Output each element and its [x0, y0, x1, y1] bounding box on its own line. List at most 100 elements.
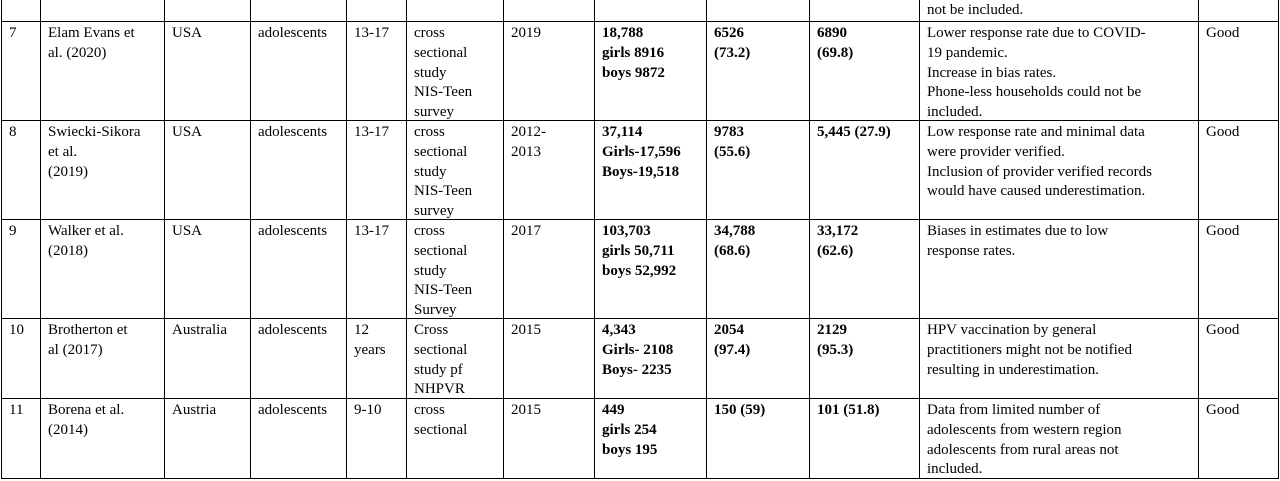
- cell-text: (2019): [48, 163, 88, 180]
- table-cell: not be included.: [919, 0, 1199, 22]
- table-cell: 33,172 (62.6): [809, 219, 920, 319]
- cell-text: adolescents: [258, 124, 328, 140]
- cell-text: USA: [172, 223, 203, 239]
- cell-text: 19 pandemic.: [927, 44, 1008, 61]
- cell-text: 13-17: [354, 124, 389, 140]
- table-cell: Good: [1198, 120, 1279, 220]
- cell-text: were provider verified.: [927, 143, 1065, 160]
- cell-text: cross: [414, 124, 445, 140]
- cell-text: boys 9872: [602, 64, 665, 81]
- cell-text: 6526: [714, 25, 744, 41]
- cell-text: 2129: [817, 322, 847, 338]
- cell-text: 2012-: [511, 124, 546, 140]
- cell-text: (68.6): [714, 242, 751, 259]
- table-cell: HPV vaccination by general practitioners …: [919, 318, 1199, 399]
- cell-text: Phone-less households could not be: [927, 84, 1142, 101]
- cell-text: 7: [9, 25, 17, 41]
- cell-text: USA: [172, 25, 203, 41]
- table-cell: 6526 (73.2): [706, 21, 810, 121]
- table-cell: cross sectional: [406, 398, 504, 479]
- table-cell: Good: [1198, 398, 1279, 479]
- cell-text: years: [354, 341, 386, 358]
- cell-text: Good: [1206, 25, 1240, 41]
- table-cell: cross sectional study NIS-Teen survey: [406, 21, 504, 121]
- cell-text: boys 52,992: [602, 262, 677, 279]
- cell-text: would have caused underestimation.: [927, 183, 1146, 200]
- cell-text: (2014): [48, 421, 88, 438]
- table-cell: 2054 (97.4): [706, 318, 810, 399]
- cell-text: survey: [414, 104, 454, 121]
- cell-text: Walker et al.: [48, 223, 124, 239]
- cell-text: not be included.: [927, 2, 1024, 19]
- table-cell: [1, 0, 41, 22]
- cell-text: 9-10: [354, 402, 382, 418]
- cell-text: girls 8916: [602, 44, 665, 61]
- cell-text: study: [414, 262, 447, 279]
- cell-text: 2019: [511, 25, 541, 41]
- cell-text: Data from limited number of: [927, 402, 1101, 418]
- table-cell: Biases in estimates due to low response r…: [919, 219, 1199, 319]
- cell-text: 103,703: [602, 223, 651, 239]
- table-cell: Low response rate and minimal data were p…: [919, 120, 1199, 220]
- table-cell: 9783 (55.6): [706, 120, 810, 220]
- cell-text: Elam Evans et: [48, 25, 135, 41]
- cell-text: Lower response rate due to COVID-: [927, 25, 1146, 41]
- cell-text: 12: [354, 322, 369, 338]
- cell-text: adolescents from rural areas not: [927, 441, 1119, 458]
- cell-text: et al.: [48, 143, 78, 160]
- cell-text: Boys-19,518: [602, 163, 680, 180]
- cell-text: Good: [1206, 402, 1240, 418]
- table-cell: adolescents: [250, 21, 347, 121]
- cell-text: practitioners might not be notified: [927, 341, 1132, 358]
- cell-text: Cross: [414, 322, 449, 338]
- table-cell: 4,343 Girls- 2108 Boys- 2235: [594, 318, 707, 399]
- cell-text: NHPVR: [414, 381, 465, 398]
- cell-text: 2015: [511, 402, 541, 418]
- table-cell: Borena et al. (2014): [40, 398, 165, 479]
- cell-text: (62.6): [817, 242, 854, 259]
- table-cell: [406, 0, 504, 22]
- cell-text: 11: [9, 402, 24, 418]
- table-cell: adolescents: [250, 318, 347, 399]
- table-cell: 34,788 (68.6): [706, 219, 810, 319]
- table-cell: [503, 0, 595, 22]
- cell-text: (69.8): [817, 44, 854, 61]
- table-cell: adolescents: [250, 120, 347, 220]
- table-cell: Lower response rate due to COVID- 19 pand…: [919, 21, 1199, 121]
- table-cell: 2015: [503, 398, 595, 479]
- cell-text: adolescents: [258, 223, 328, 239]
- cell-text: Good: [1206, 124, 1240, 140]
- table-cell: Swiecki-Sikora et al. (2019): [40, 120, 165, 220]
- cell-text: Increase in bias rates.: [927, 64, 1057, 81]
- cell-text: girls 254: [602, 421, 657, 438]
- cell-text: cross: [414, 402, 445, 418]
- table-cell: Brotherton et al (2017): [40, 318, 165, 399]
- cell-text: 150 (59): [714, 402, 766, 418]
- cell-text: adolescents: [258, 402, 328, 418]
- table-cell: [706, 0, 810, 22]
- cell-text: 6890: [817, 25, 847, 41]
- cell-text: boys 195: [602, 441, 658, 458]
- cell-text: sectional: [414, 421, 468, 438]
- table-cell: 2017: [503, 219, 595, 319]
- cell-text: Australia: [172, 322, 227, 338]
- cell-text: 8: [9, 124, 17, 140]
- cell-text: al. (2020): [48, 44, 107, 61]
- cell-text: included.: [927, 104, 983, 121]
- table-cell: 6890 (69.8): [809, 21, 920, 121]
- cell-text: sectional: [414, 242, 468, 259]
- cell-text: Good: [1206, 322, 1240, 338]
- cell-text: 37,114: [602, 124, 643, 140]
- table-cell: 2012- 2013: [503, 120, 595, 220]
- table-cell: 9-10: [346, 398, 407, 479]
- cell-text: 34,788: [714, 223, 756, 239]
- cell-text: 5,445 (27.9): [817, 124, 891, 140]
- cell-text: adolescents: [258, 322, 328, 338]
- table-cell: 2015: [503, 318, 595, 399]
- cell-text: 2013: [511, 143, 541, 160]
- cell-text: NIS-Teen: [414, 84, 473, 101]
- cell-text: 2017: [511, 223, 541, 239]
- table-cell: 7: [1, 21, 41, 121]
- table-cell: USA: [164, 219, 251, 319]
- cell-text: (73.2): [714, 44, 751, 61]
